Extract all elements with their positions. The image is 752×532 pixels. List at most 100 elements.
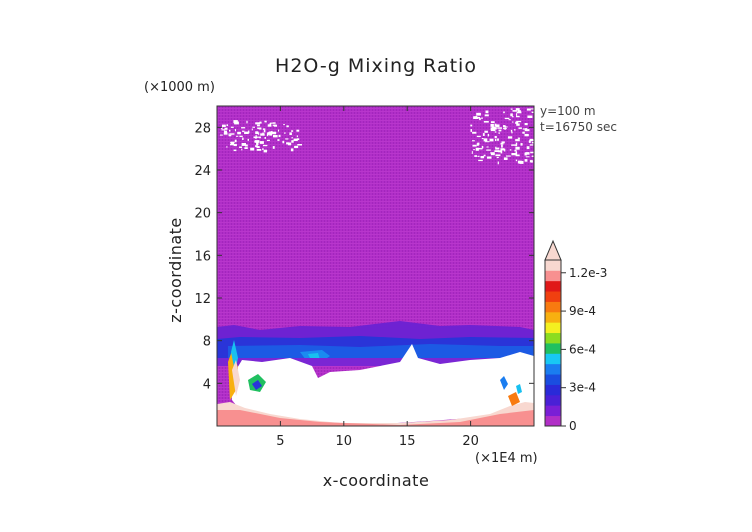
sparse-cell xyxy=(264,137,266,139)
sparse-cell xyxy=(272,146,275,149)
sparse-cell xyxy=(496,156,499,159)
colorbar: 0 3e-4 6e-4 9e-4 1.2e-3 xyxy=(544,239,607,433)
sparse-cell xyxy=(247,138,249,141)
x-axis-ticks: 5 10 15 20 xyxy=(276,106,479,449)
y-axis-ticks: 4 8 12 16 20 24 28 xyxy=(194,121,534,392)
sparse-cell xyxy=(257,124,260,127)
sparse-cell xyxy=(515,142,518,145)
sparse-cell xyxy=(481,145,484,149)
colorbar-swatch xyxy=(545,415,561,427)
sparse-cell xyxy=(504,128,506,130)
top-left-sparse-region xyxy=(220,120,302,153)
sparse-cell xyxy=(269,123,271,125)
sparse-cell xyxy=(512,110,517,112)
sparse-cell xyxy=(236,135,239,137)
sparse-cell xyxy=(490,152,495,156)
sparse-cell xyxy=(286,142,290,145)
sparse-cell xyxy=(525,152,530,155)
y-tick-label: 24 xyxy=(194,164,211,179)
sparse-cell xyxy=(237,131,241,135)
sparse-cell xyxy=(527,115,533,118)
sparse-cell xyxy=(495,154,501,157)
sparse-cell xyxy=(476,112,481,116)
sparse-cell xyxy=(494,136,497,139)
sparse-cell xyxy=(531,155,535,157)
sparse-cell xyxy=(256,142,259,146)
sparse-cell xyxy=(226,146,228,148)
sparse-cell xyxy=(490,124,494,127)
sparse-cell xyxy=(244,131,249,134)
colorbar-swatch xyxy=(545,374,561,385)
sparse-cell xyxy=(278,129,280,132)
sparse-cell xyxy=(497,138,499,141)
sparse-cell xyxy=(484,114,489,117)
sparse-cell xyxy=(287,142,292,146)
sparse-cell xyxy=(503,157,508,160)
sparse-cell xyxy=(530,108,535,110)
sparse-cell xyxy=(501,141,505,144)
sparse-cell xyxy=(530,151,534,154)
colorbar-tick-label: 3e-4 xyxy=(569,381,596,395)
sparse-cell xyxy=(474,155,477,157)
colorbar-swatch xyxy=(545,280,561,292)
x-tick-label: 20 xyxy=(462,434,479,449)
sparse-cell xyxy=(253,136,258,139)
chart-title: H2O-g Mixing Ratio xyxy=(275,55,477,77)
sparse-cell xyxy=(263,144,268,147)
sparse-cell xyxy=(221,129,225,131)
x-tick-label: 15 xyxy=(399,434,416,449)
sparse-cell xyxy=(234,129,236,132)
sparse-cell xyxy=(514,129,516,131)
sparse-cell xyxy=(501,144,503,148)
colorbar-swatch xyxy=(545,343,561,354)
sparse-cell xyxy=(528,140,531,143)
sparse-cell xyxy=(284,132,286,134)
sparse-cell xyxy=(498,132,500,134)
sparse-cell xyxy=(509,149,512,151)
sparse-cell xyxy=(472,144,477,147)
sparse-cell xyxy=(472,140,475,142)
sparse-cell xyxy=(241,148,243,151)
sparse-cell xyxy=(483,138,488,142)
sparse-cell xyxy=(256,149,262,151)
sparse-cell xyxy=(473,116,479,119)
sparse-cell xyxy=(518,110,521,112)
sparse-cell xyxy=(503,125,506,128)
sparse-cell xyxy=(515,121,519,124)
colorbar-tick-label: 9e-4 xyxy=(569,304,596,318)
sparse-cell xyxy=(497,161,499,165)
sparse-cell xyxy=(233,149,237,152)
sparse-cell xyxy=(257,127,262,129)
colorbar-swatch xyxy=(545,322,561,334)
sparse-cell xyxy=(294,145,299,149)
sparse-cell xyxy=(228,134,232,137)
sparse-cell xyxy=(518,160,520,163)
sparse-cell xyxy=(245,144,248,147)
sparse-cell xyxy=(512,115,514,118)
sparse-cell xyxy=(484,130,488,133)
sparse-cell xyxy=(266,133,269,137)
colorbar-swatch xyxy=(545,311,561,323)
sparse-cell xyxy=(272,131,277,135)
sparse-cell xyxy=(511,144,516,146)
sparse-cell xyxy=(252,126,255,128)
sparse-cell xyxy=(258,132,260,135)
sparse-cell xyxy=(289,132,292,135)
colorbar-tick-label: 6e-4 xyxy=(569,342,596,356)
sparse-cell xyxy=(524,129,530,132)
colorbar-swatch xyxy=(545,363,561,375)
colorbar-swatch xyxy=(545,332,561,344)
sparse-cell xyxy=(489,138,494,142)
sparse-cell xyxy=(285,138,289,140)
sparse-cell xyxy=(507,136,513,139)
sparse-cell xyxy=(246,120,248,124)
y-unit-label: (×1000 m) xyxy=(144,80,215,95)
sparse-cell xyxy=(224,130,227,134)
x-axis-title: x-coordinate xyxy=(323,471,430,490)
colorbar-swatch xyxy=(545,405,561,417)
sparse-cell xyxy=(268,131,271,133)
sparse-cell xyxy=(515,108,520,111)
sparse-cell xyxy=(516,115,520,118)
sparse-cell xyxy=(520,143,523,146)
sparse-cell xyxy=(267,124,272,127)
